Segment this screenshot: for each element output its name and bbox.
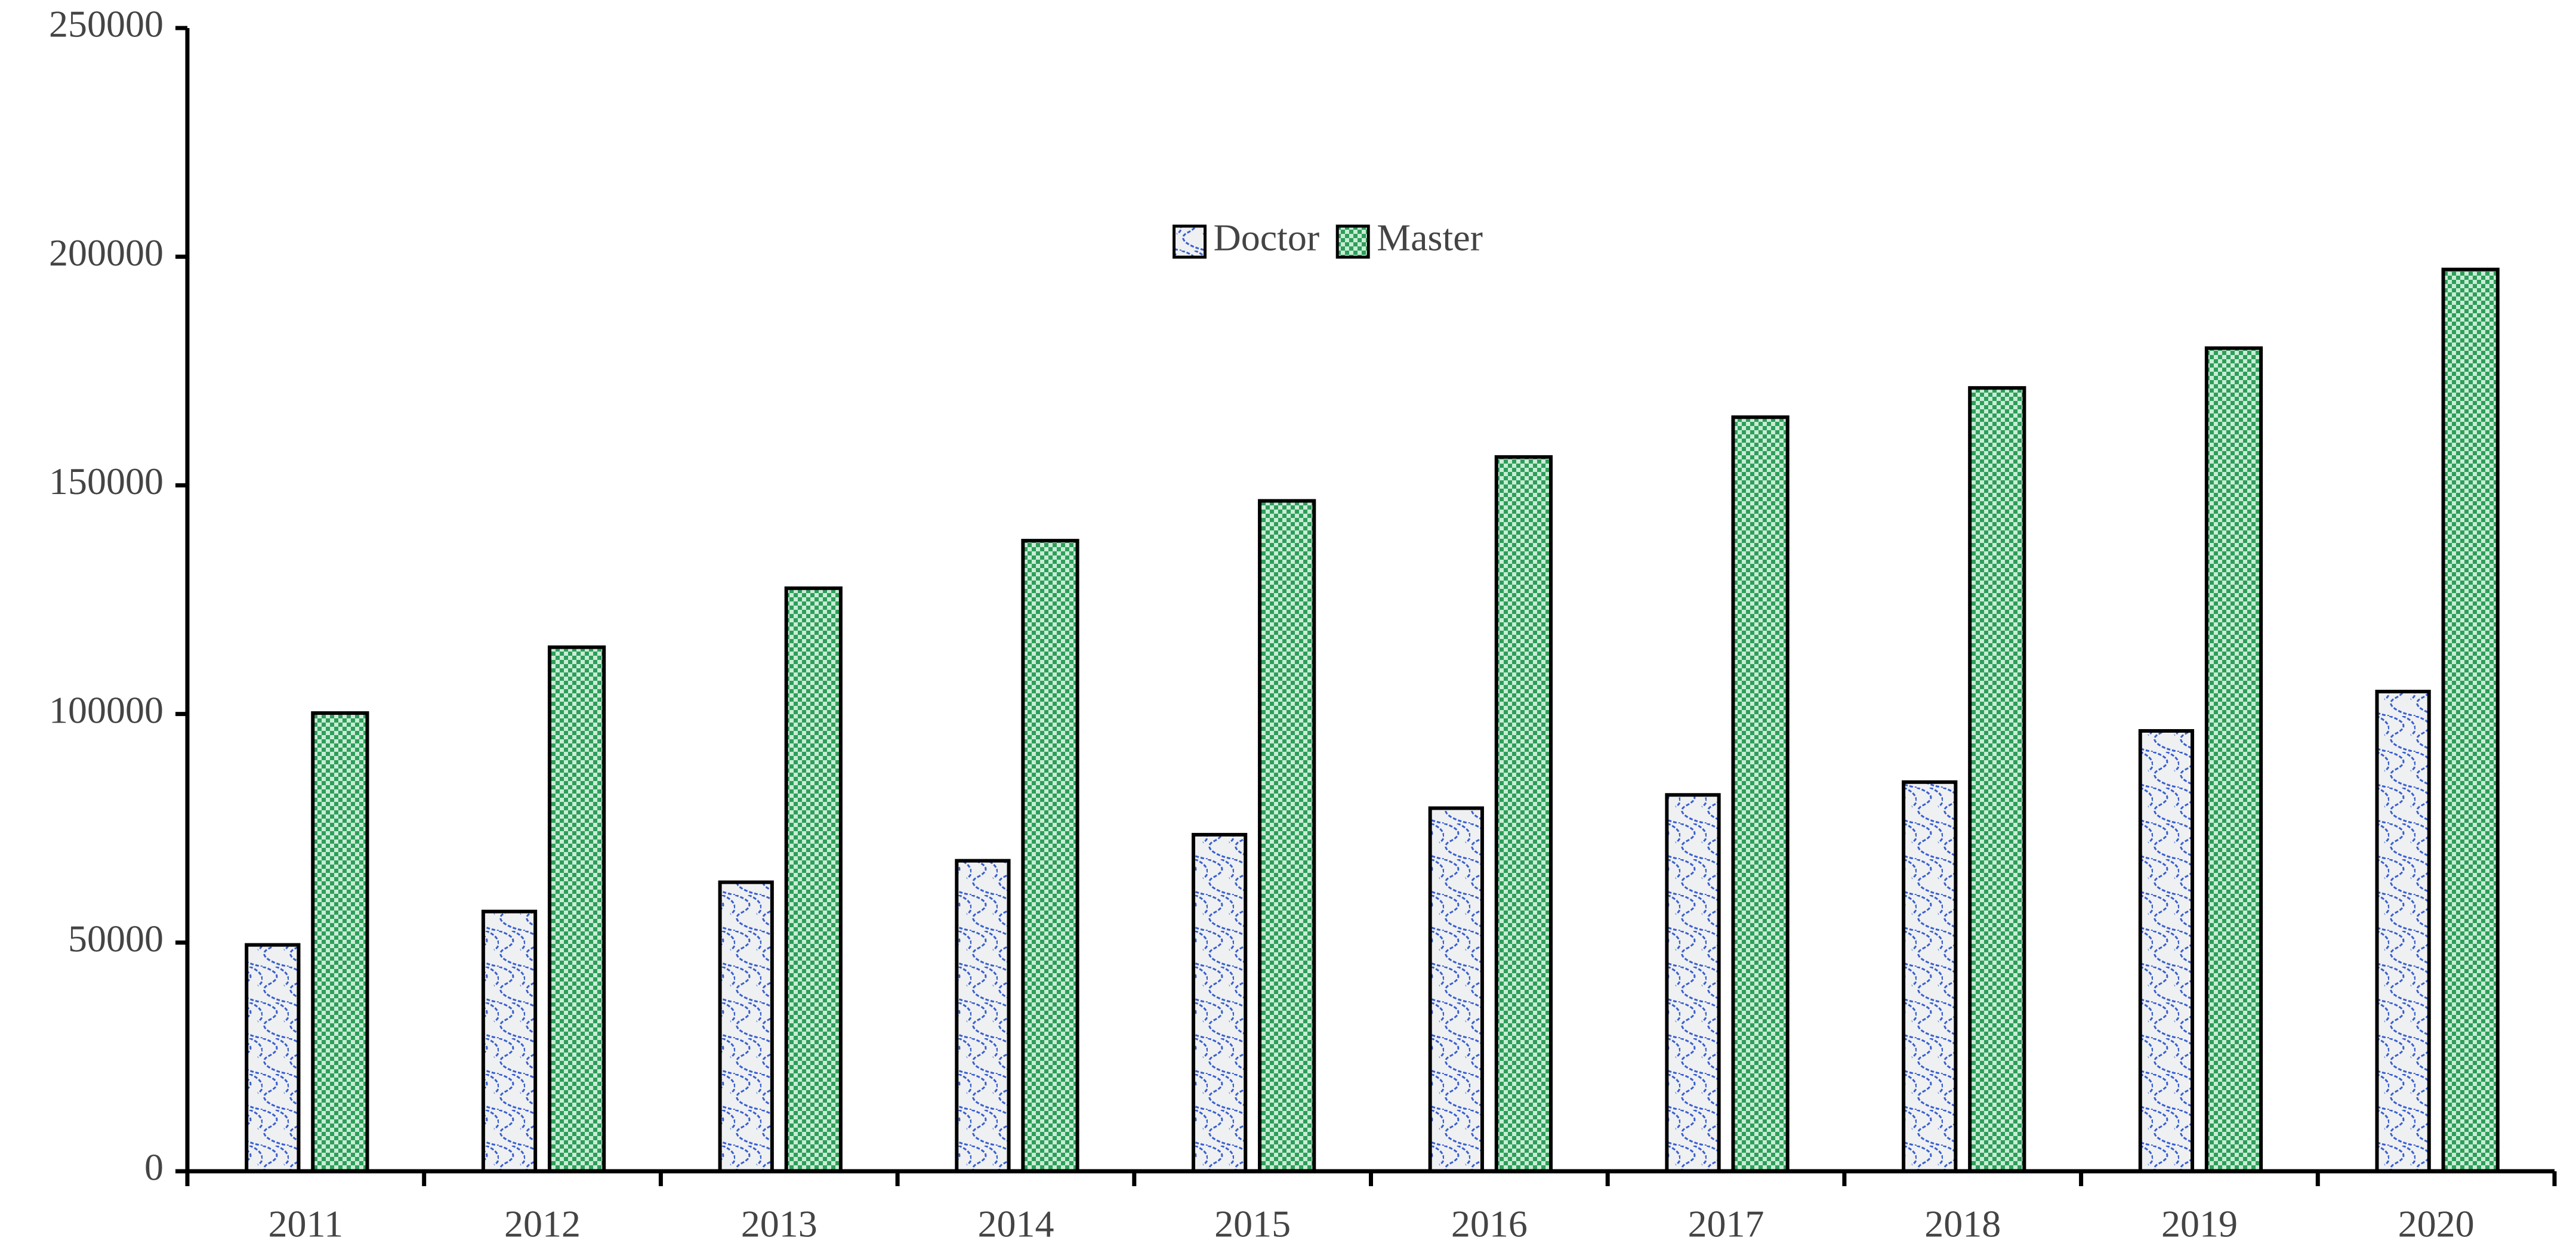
- bar: [2204, 346, 2263, 1173]
- x-tick-label: 2016: [1451, 1203, 1528, 1245]
- bar: [2375, 690, 2431, 1173]
- bar: [1021, 539, 1079, 1173]
- x-tick-label: 2015: [1214, 1203, 1291, 1245]
- legend-swatch: [1173, 224, 1207, 259]
- bar: [1968, 386, 2026, 1173]
- bar: [718, 880, 774, 1174]
- x-tick-label: 2019: [2161, 1203, 2238, 1245]
- bar: [2138, 729, 2195, 1173]
- bar: [1902, 780, 1958, 1173]
- bar: [1665, 793, 1721, 1173]
- x-tick-label: 2011: [269, 1203, 344, 1245]
- legend-swatch: [1335, 224, 1370, 259]
- legend-item: Doctor: [1173, 217, 1320, 259]
- bar: [1428, 806, 1484, 1173]
- bar: [547, 645, 606, 1173]
- bar: [1494, 455, 1553, 1173]
- y-tick-label: 200000: [49, 232, 163, 274]
- x-tick-label: 2013: [741, 1203, 817, 1245]
- y-tick-label: 250000: [49, 3, 163, 45]
- x-tick-label: 2018: [1924, 1203, 2001, 1245]
- legend-item: Master: [1335, 217, 1483, 259]
- bar: [311, 711, 369, 1174]
- x-tick-label: 2014: [977, 1203, 1054, 1245]
- legend-label: Master: [1377, 217, 1483, 259]
- x-tick-label: 2020: [2398, 1203, 2475, 1245]
- bar: [1731, 415, 1790, 1173]
- bar: [481, 909, 538, 1173]
- y-tick-label: 0: [144, 1146, 163, 1189]
- bar: [784, 586, 843, 1173]
- bar: [955, 859, 1011, 1173]
- y-tick-label: 50000: [68, 917, 163, 959]
- legend-label: Doctor: [1214, 217, 1320, 259]
- x-tick-label: 2017: [1688, 1203, 1764, 1245]
- y-tick-label: 150000: [49, 460, 163, 502]
- bar: [245, 943, 301, 1173]
- x-tick-label: 2012: [504, 1203, 581, 1245]
- bar: [1258, 499, 1316, 1173]
- y-tick-label: 100000: [49, 689, 163, 731]
- bar: [2441, 267, 2500, 1174]
- bar: [1191, 832, 1248, 1173]
